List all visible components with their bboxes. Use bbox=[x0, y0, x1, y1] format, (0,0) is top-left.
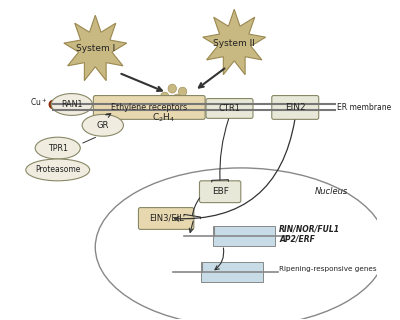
FancyBboxPatch shape bbox=[93, 96, 205, 119]
FancyBboxPatch shape bbox=[200, 181, 241, 203]
Polygon shape bbox=[64, 15, 127, 81]
Text: RIN/NOR/FUL1: RIN/NOR/FUL1 bbox=[279, 225, 340, 234]
Text: GR: GR bbox=[96, 121, 109, 130]
Ellipse shape bbox=[82, 114, 124, 136]
Circle shape bbox=[160, 92, 169, 101]
Text: EIN3/EIL: EIN3/EIL bbox=[149, 214, 184, 223]
Circle shape bbox=[165, 101, 174, 110]
Text: Nucleus: Nucleus bbox=[315, 187, 348, 196]
Text: AP2/ERF: AP2/ERF bbox=[279, 235, 315, 244]
Ellipse shape bbox=[35, 137, 80, 159]
FancyBboxPatch shape bbox=[272, 96, 319, 119]
Text: CTR1: CTR1 bbox=[218, 104, 240, 113]
Text: Ethylene receptors: Ethylene receptors bbox=[111, 103, 187, 112]
FancyBboxPatch shape bbox=[201, 262, 263, 282]
FancyBboxPatch shape bbox=[213, 227, 274, 246]
FancyBboxPatch shape bbox=[138, 208, 194, 229]
Text: System I: System I bbox=[76, 44, 115, 53]
Text: System II: System II bbox=[213, 38, 255, 48]
Text: TPR1: TPR1 bbox=[48, 144, 68, 153]
Text: $\mathregular{C_2H_4}$: $\mathregular{C_2H_4}$ bbox=[152, 111, 175, 124]
Text: ER membrane: ER membrane bbox=[338, 103, 392, 112]
Circle shape bbox=[178, 87, 187, 96]
Text: EBF: EBF bbox=[212, 187, 228, 196]
Text: Cu$^+$: Cu$^+$ bbox=[30, 97, 47, 108]
Circle shape bbox=[173, 94, 181, 103]
Circle shape bbox=[178, 104, 186, 113]
FancyBboxPatch shape bbox=[206, 99, 253, 118]
Ellipse shape bbox=[26, 159, 90, 181]
Circle shape bbox=[49, 100, 57, 108]
Text: RAN1: RAN1 bbox=[61, 100, 82, 109]
Polygon shape bbox=[203, 9, 266, 75]
Circle shape bbox=[183, 96, 192, 105]
Ellipse shape bbox=[51, 93, 92, 116]
Text: Ripening-responsive genes: Ripening-responsive genes bbox=[279, 266, 377, 272]
Circle shape bbox=[168, 84, 176, 93]
Text: EIN2: EIN2 bbox=[285, 103, 306, 112]
Text: Proteasome: Proteasome bbox=[35, 165, 80, 174]
